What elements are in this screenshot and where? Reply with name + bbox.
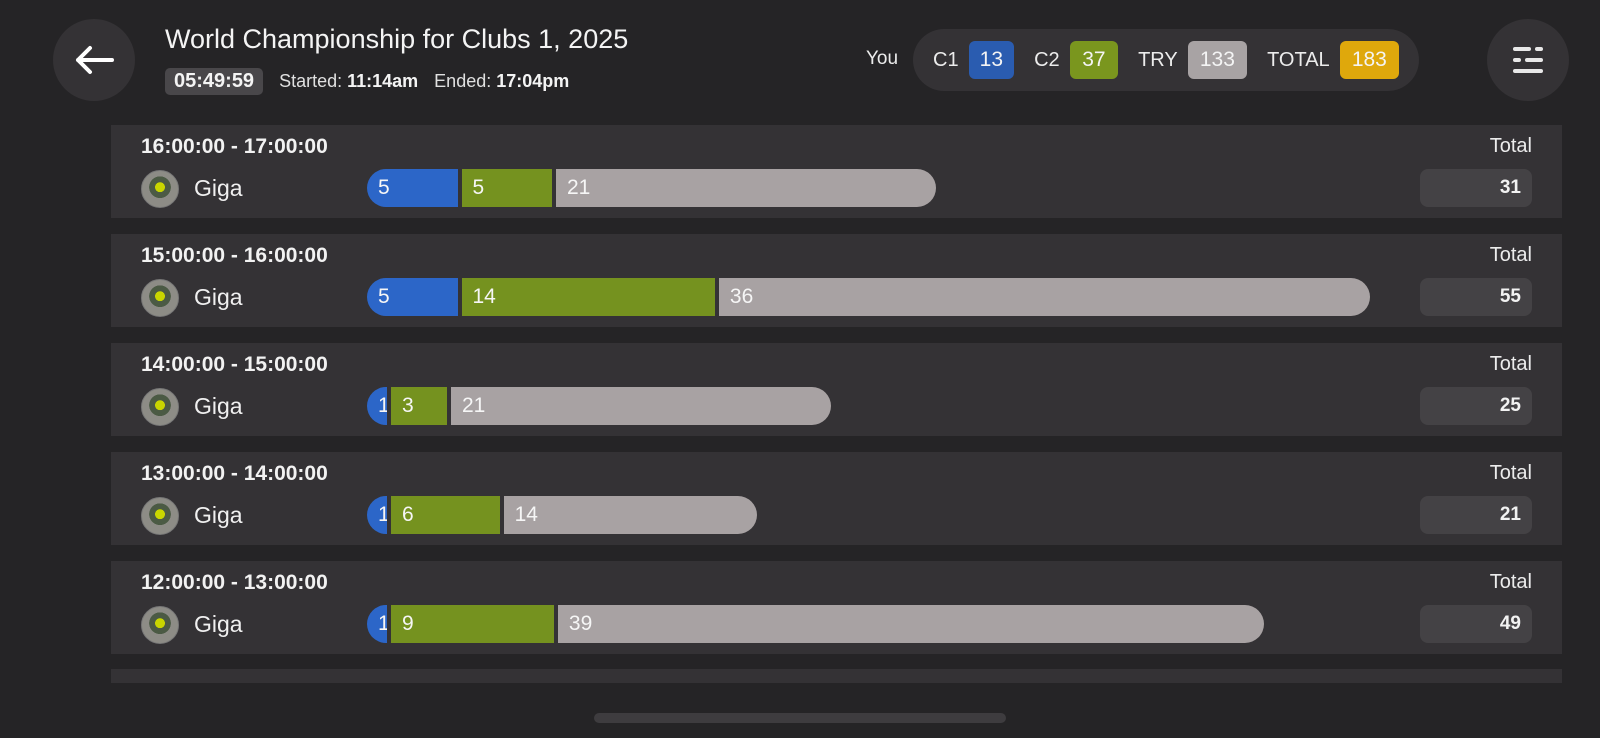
row-time-range: 15:00:00 - 16:00:00 xyxy=(141,244,328,267)
hour-row[interactable]: 13:00:00 - 14:00:00 Total Giga 1 6 14 21 xyxy=(111,452,1562,545)
try-segment: 39 xyxy=(557,605,1264,643)
next-row-partial xyxy=(111,669,1562,683)
row-total-label: Total xyxy=(1489,353,1532,375)
started-label: Started: xyxy=(279,71,343,91)
row-total-label: Total xyxy=(1489,571,1532,593)
row-total-value: 49 xyxy=(1420,605,1532,643)
c1-segment: 1 xyxy=(367,605,387,643)
row-time-range: 14:00:00 - 15:00:00 xyxy=(141,353,328,376)
try-segment: 14 xyxy=(503,496,757,534)
back-button[interactable] xyxy=(53,19,135,101)
try-label: TRY xyxy=(1138,48,1178,71)
c2-segment: 3 xyxy=(391,387,447,425)
row-total-value: 21 xyxy=(1420,496,1532,534)
climber-name: Giga xyxy=(194,502,243,528)
started-value: 11:14am xyxy=(347,71,419,91)
total-badge: 183 xyxy=(1339,41,1399,79)
climber-name: Giga xyxy=(194,284,243,310)
session-times: 05:49:59 Started: 11:14am Ended: 17:04pm xyxy=(165,68,569,95)
try-badge: 133 xyxy=(1187,41,1248,79)
c1-segment: 5 xyxy=(367,169,458,207)
row-total-value: 55 xyxy=(1420,278,1532,316)
row-total-label: Total xyxy=(1489,244,1532,266)
menu-button[interactable] xyxy=(1487,19,1569,101)
arrow-left-icon xyxy=(76,46,114,74)
hour-row[interactable]: 16:00:00 - 17:00:00 Total Giga 5 5 21 31 xyxy=(111,125,1562,218)
avatar xyxy=(141,279,179,317)
stacked-bar: 1 6 14 xyxy=(367,496,757,534)
climber-name: Giga xyxy=(194,393,243,419)
row-total-value: 31 xyxy=(1420,169,1532,207)
summary-stats: C1 13 C2 37 TRY 133 TOTAL 183 xyxy=(913,29,1419,91)
c2-segment: 14 xyxy=(461,278,715,316)
try-segment: 21 xyxy=(451,387,832,425)
row-time-range: 12:00:00 - 13:00:00 xyxy=(141,571,328,594)
climber-name: Giga xyxy=(194,611,243,637)
row-time-range: 13:00:00 - 14:00:00 xyxy=(141,462,328,485)
hourly-rows: 16:00:00 - 17:00:00 Total Giga 5 5 21 31 15:00:… xyxy=(111,125,1562,670)
ended-value: 17:04pm xyxy=(496,71,570,91)
hour-row[interactable]: 12:00:00 - 13:00:00 Total Giga 1 9 39 49 xyxy=(111,561,1562,654)
c1-segment: 1 xyxy=(367,496,387,534)
row-time-range: 16:00:00 - 17:00:00 xyxy=(141,135,328,158)
menu-lines-icon xyxy=(1513,47,1543,73)
hour-row[interactable]: 15:00:00 - 16:00:00 Total Giga 5 14 36 55 xyxy=(111,234,1562,327)
avatar xyxy=(141,170,179,208)
session-title: World Championship for Clubs 1, 2025 xyxy=(165,24,629,54)
try-segment: 21 xyxy=(556,169,937,207)
avatar xyxy=(141,497,179,535)
c2-label: C2 xyxy=(1034,48,1060,71)
c2-segment: 9 xyxy=(391,605,554,643)
c1-segment: 1 xyxy=(367,387,387,425)
total-label: TOTAL xyxy=(1267,48,1330,71)
stacked-bar: 1 9 39 xyxy=(367,605,1264,643)
stacked-bar: 5 14 36 xyxy=(367,278,1371,316)
row-total-label: Total xyxy=(1489,462,1532,484)
row-total-value: 25 xyxy=(1420,387,1532,425)
avatar xyxy=(141,606,179,644)
avatar xyxy=(141,388,179,426)
stacked-bar: 1 3 21 xyxy=(367,387,832,425)
home-indicator[interactable] xyxy=(594,713,1006,723)
c2-segment: 5 xyxy=(461,169,552,207)
c1-label: C1 xyxy=(933,48,959,71)
c2-badge: 37 xyxy=(1069,41,1119,79)
row-total-label: Total xyxy=(1489,135,1532,157)
stacked-bar: 5 5 21 xyxy=(367,169,937,207)
try-segment: 36 xyxy=(718,278,1371,316)
c1-segment: 5 xyxy=(367,278,458,316)
climber-name: Giga xyxy=(194,175,243,201)
hour-row[interactable]: 14:00:00 - 15:00:00 Total Giga 1 3 21 25 xyxy=(111,343,1562,436)
you-label: You xyxy=(866,48,899,69)
ended-label: Ended: xyxy=(434,71,492,91)
c1-badge: 13 xyxy=(968,41,1015,79)
c2-segment: 6 xyxy=(391,496,500,534)
elapsed-timer: 05:49:59 xyxy=(165,68,264,95)
